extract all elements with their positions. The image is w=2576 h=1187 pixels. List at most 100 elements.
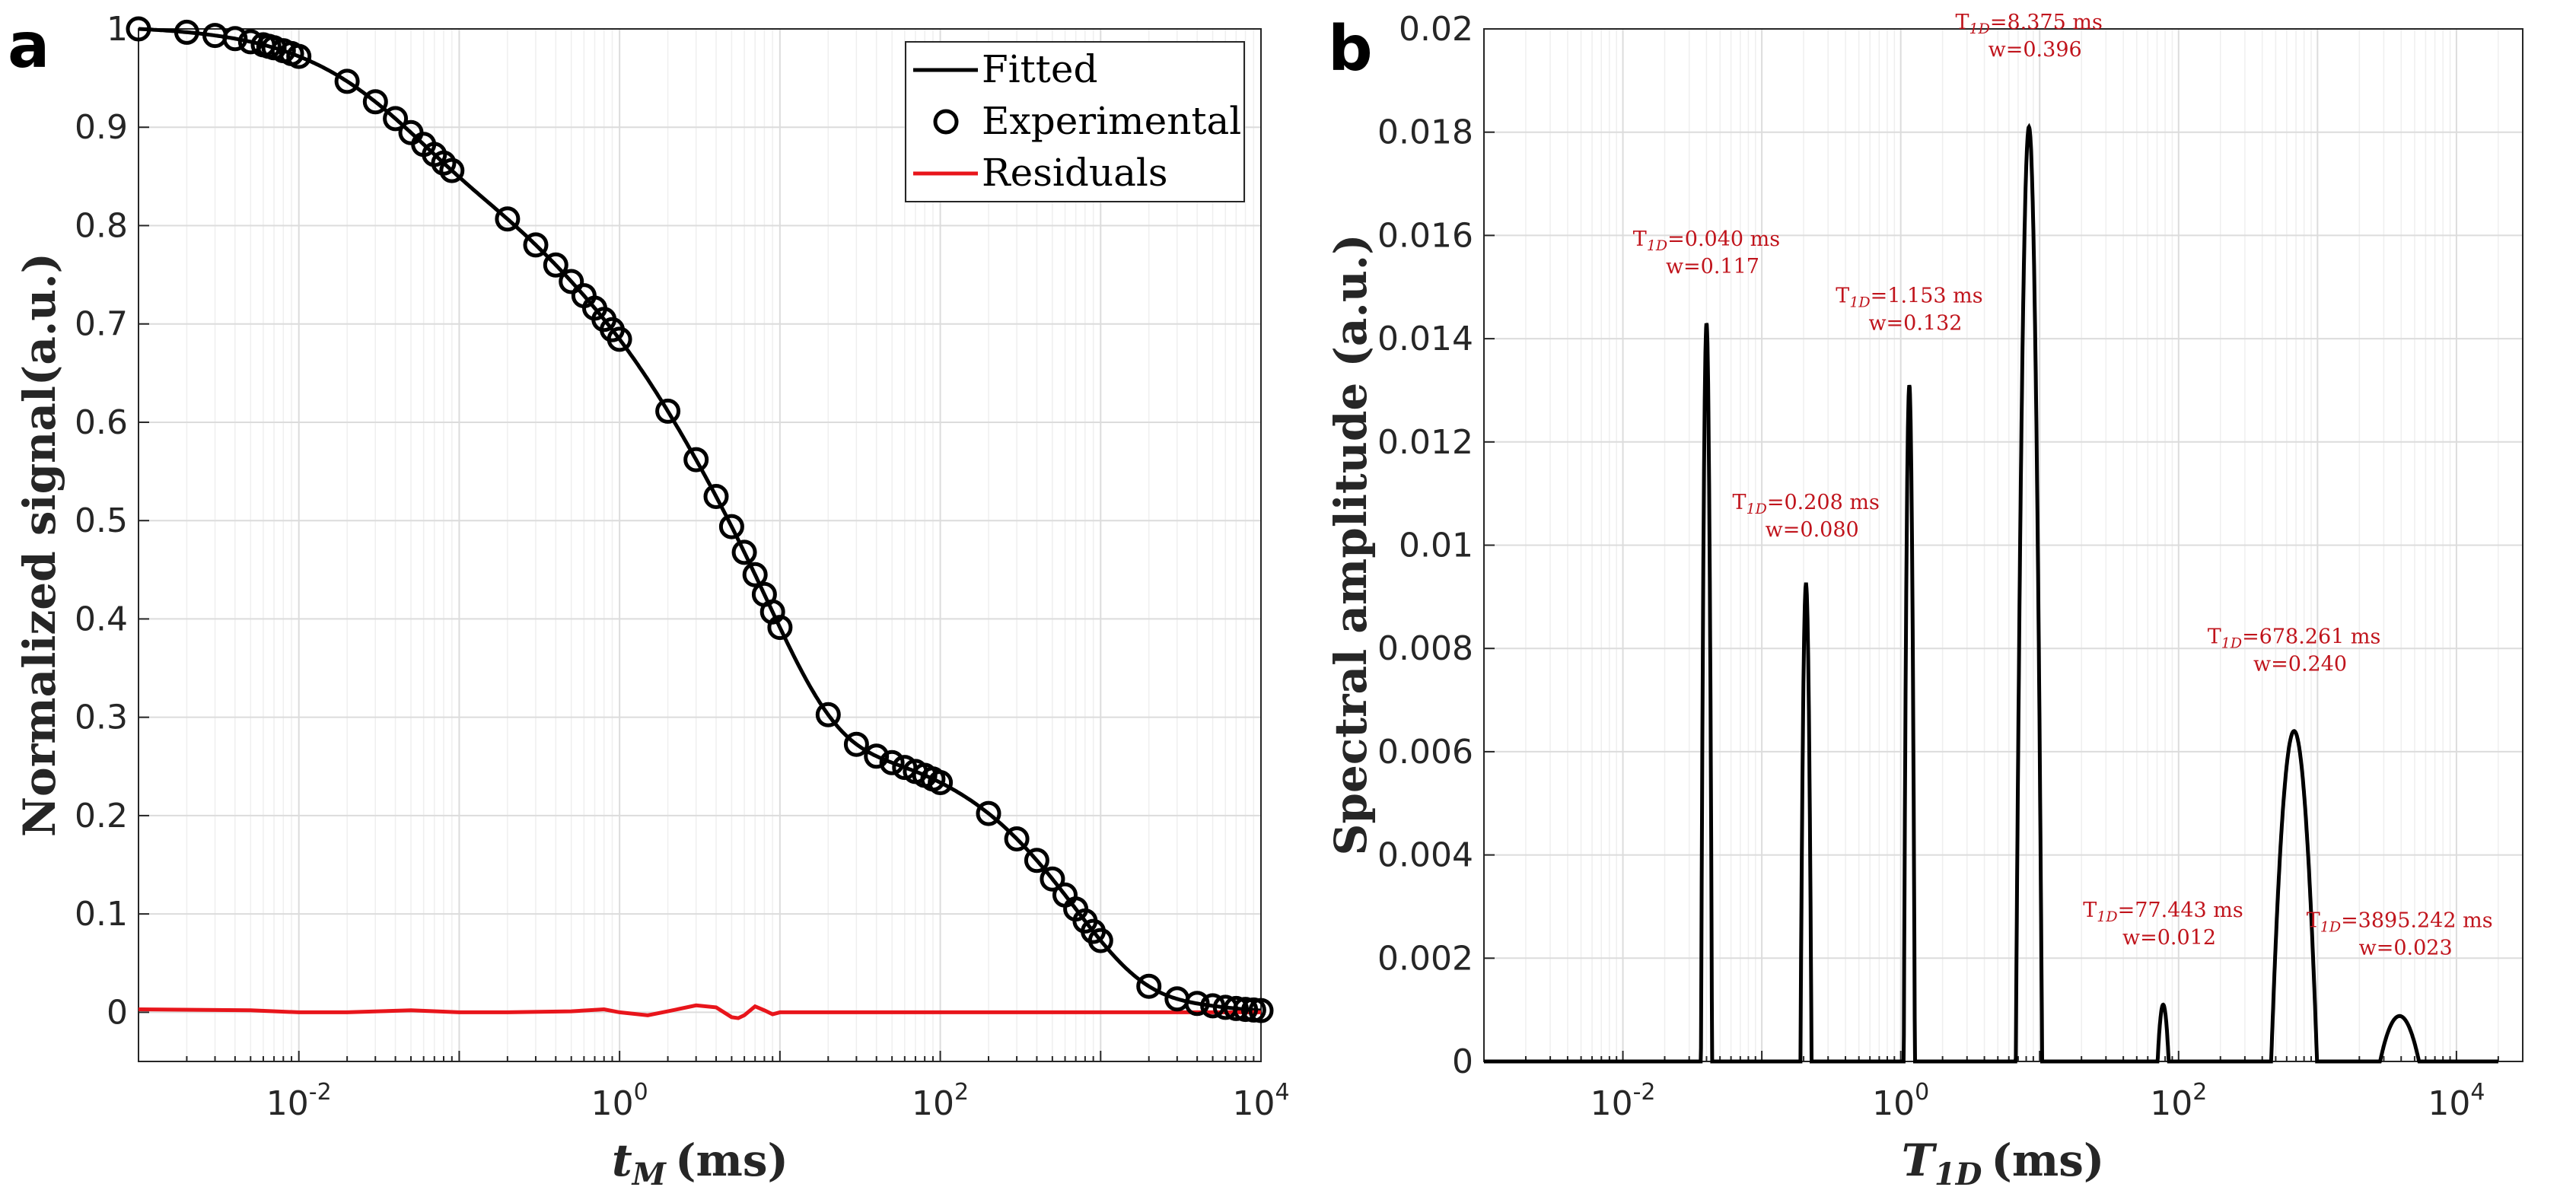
experimental-point [815,702,841,727]
spectrum-line [1484,123,2498,1064]
experimental-point [439,158,465,183]
y-tick-label: 0.2 [75,797,128,835]
experimental-point [607,326,632,352]
x-tick-label: 104 [2428,1079,2485,1123]
annotation-value: =8.375 ms [1990,11,2103,34]
experimental-point [1024,848,1049,874]
series-a [126,16,1274,1023]
x-tick-base: 10 [1232,1084,1275,1123]
annotation-value: =0.040 ms [1667,228,1780,251]
x-tick-label: 104 [1232,1079,1289,1123]
peak-apex [2163,1004,2164,1005]
legend-a: Fitted Experimental Residuals [905,41,1245,202]
peak-annotation-line1: T1D=678.261 ms [2208,625,2381,651]
experimental-point [383,106,409,132]
x-tick-exponent: -2 [1633,1079,1656,1106]
experimental-point [1200,993,1226,1019]
y-tick-label: 0.014 [1377,320,1473,358]
experimental-point [222,26,248,52]
peak-annotation-line2: w=0.012 [2122,926,2216,950]
experimental-point [495,206,521,232]
annotation-t: T [2083,899,2097,922]
y-tick-label: 0.006 [1377,733,1473,772]
peak-annotation-line2: w=0.396 [1989,38,2082,62]
legend-label-residuals: Residuals [982,151,1168,195]
experimental-point [731,539,757,565]
experimental-point [843,731,869,757]
x-tick-exponent: 0 [1915,1079,1929,1106]
y-tick-label: 0.1 [75,895,128,934]
x-tick-exponent: 0 [634,1079,648,1106]
y-tick-label: 0.016 [1377,216,1473,255]
annotation-sub: 1D [1969,21,1990,37]
x-tick-base: 10 [912,1084,954,1123]
annotation-t: T [1836,285,1849,308]
chart-b: 0 0.002 0.004 0.006 0.008 0.01 0.012 0.014 0.016… [1325,10,2523,1187]
x-tick-label: 10-2 [266,1079,332,1123]
x-tick-exponent: 2 [2192,1079,2207,1106]
y-axis-label-a: Normalized signal(a.u.) [14,253,65,837]
peak-annotation-line1: T1D=8.375 ms [1956,11,2103,37]
peak-annotation-line2: w=0.240 [2253,652,2347,676]
y-tick-label: 0.4 [75,600,128,638]
annotation-value: =0.208 ms [1767,491,1880,514]
y-tick-label: 0.008 [1377,629,1473,668]
experimental-point [559,269,584,294]
annotation-t: T [1733,491,1747,514]
x-tick-base: 10 [2428,1084,2470,1123]
peak-annotation-line2: w=0.117 [1666,255,1759,278]
peak-annotation-line1: T1D=0.040 ms [1633,228,1780,254]
y-tick-label: 0.6 [75,403,128,442]
experimental-point [286,43,312,69]
experimental-point [742,562,768,587]
annotation-t: T [1633,228,1647,251]
y-tick-label: 1 [107,10,128,49]
experimental-point [655,398,681,424]
experimental-point [543,252,568,278]
annotation-sub: 1D [1647,237,1667,254]
plot-area-a [138,28,1262,1062]
experimental-point [1184,991,1210,1017]
x-axis-label-b: T1D (ms) [1902,1134,2105,1187]
experimental-point [718,514,744,539]
x-tick-base: 10 [1872,1084,1915,1123]
y-tick-label: 0.5 [75,501,128,540]
peak-annotation-line1: T1D=3895.242 ms [2307,909,2493,936]
annotation-value: =77.443 ms [2118,899,2243,922]
annotation-t: T [2208,625,2221,648]
experimental-point [174,19,199,45]
x-tick-base: 10 [591,1084,634,1123]
legend-label-fitted: Fitted [982,47,1097,91]
x-tick-exponent: 2 [954,1079,969,1106]
annotation-sub: 1D [2097,909,2117,925]
experimental-point [683,447,709,473]
fitted-curve [138,27,1262,1013]
x-tick-label: 100 [591,1079,648,1123]
experimental-point [1223,995,1249,1021]
annotation-t: T [2307,909,2320,933]
annotation-sub: 1D [2320,919,2341,936]
experimental-point [1248,998,1274,1023]
peak-annotation-line2: w=0.023 [2359,937,2453,960]
y-ticks-b: 0 0.002 0.004 0.006 0.008 0.01 0.012 0.014 0.016… [1377,10,1495,1081]
x-tick-exponent: 4 [1275,1079,1289,1106]
legend-label-experimental: Experimental [982,99,1241,143]
series-b [1484,123,2498,1064]
y-tick-label: 0.9 [75,108,128,147]
annotation-value: =3895.242 ms [2341,909,2493,933]
experimental-point [976,800,1001,826]
y-tick-label: 0.004 [1377,836,1473,875]
experimental-point [1040,866,1065,892]
y-tick-label: 0.002 [1377,939,1473,978]
experimental-point [1087,928,1113,953]
experimental-point [334,68,360,94]
y-tick-label: 0.02 [1399,10,1473,49]
experimental-point [523,232,549,258]
experimental-point [703,484,729,509]
experimental-point [1004,826,1030,851]
peak-apex [1909,384,1910,386]
annotation-t: T [1956,11,1969,34]
experimental-point [1136,973,1162,999]
x-tick-base: 10 [1590,1084,1633,1123]
